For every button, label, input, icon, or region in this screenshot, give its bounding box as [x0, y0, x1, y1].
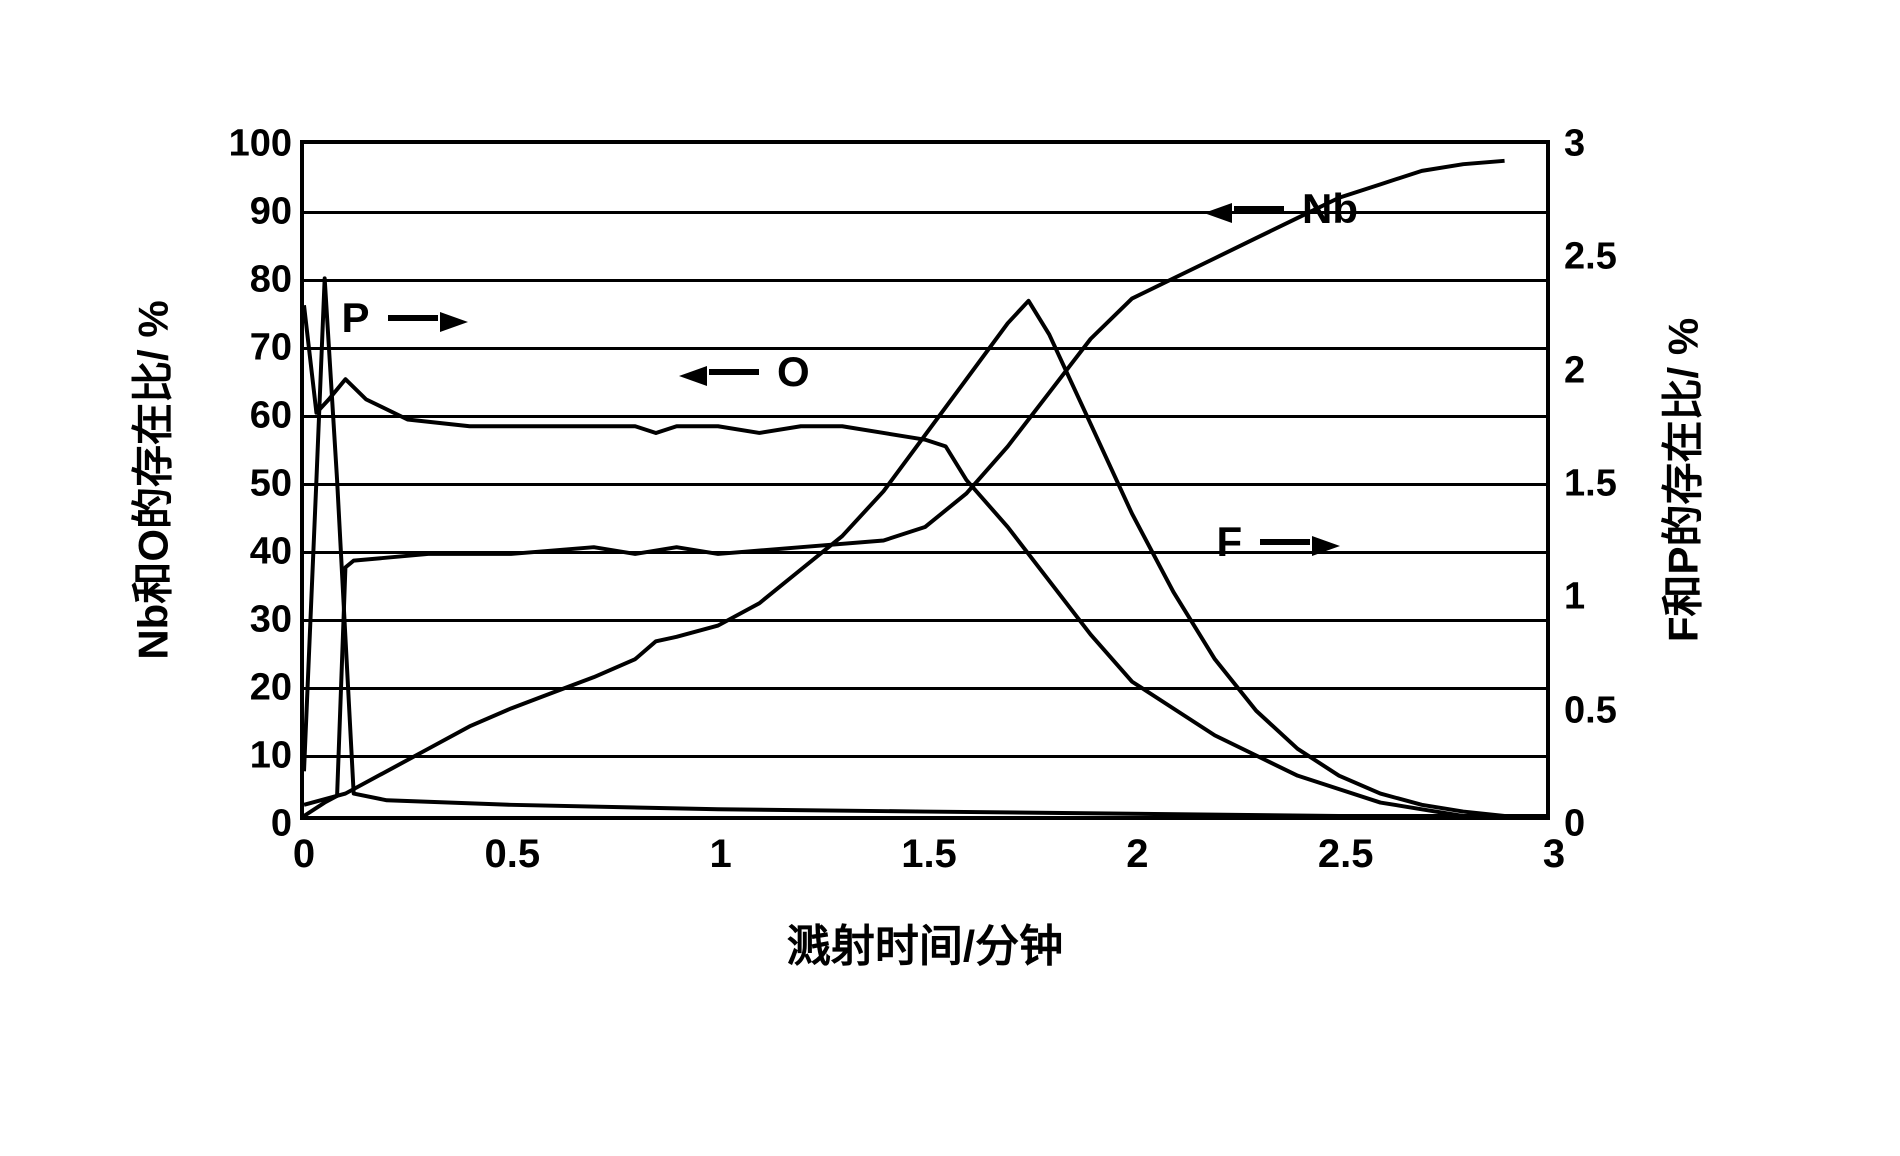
gridline [304, 687, 1546, 690]
y-left-tick-label: 60 [250, 395, 304, 438]
depth-profile-chart: Nb和O的存在比/ % F和P的存在比/ % 溅射时间/分钟 010203040… [180, 120, 1720, 1040]
series-P [304, 278, 1546, 816]
series-label-O: O [679, 348, 810, 396]
plot-area: 010203040506070809010000.511.522.5300.51… [300, 140, 1550, 820]
x-tick-label: 1.5 [901, 816, 957, 877]
y-left-tick-label: 20 [250, 667, 304, 710]
y-left-tick-label: 40 [250, 531, 304, 574]
y-left-tick-label: 10 [250, 735, 304, 778]
x-tick-label: 2.5 [1318, 816, 1374, 877]
x-tick-label: 0 [293, 816, 315, 877]
gridline [304, 347, 1546, 350]
y-right-tick-label: 2.5 [1546, 236, 1617, 279]
x-tick-label: 1 [710, 816, 732, 877]
y-left-tick-label: 50 [250, 463, 304, 506]
series-label-F: F [1217, 518, 1341, 566]
chart-curves [304, 144, 1546, 816]
y-right-tick-label: 1.5 [1546, 463, 1617, 506]
y-right-tick-label: 1 [1546, 576, 1585, 619]
y-axis-left-label: Nb和O的存在比/ % [120, 300, 181, 659]
gridline [304, 619, 1546, 622]
y-right-tick-label: 0.5 [1546, 689, 1617, 732]
gridline [304, 755, 1546, 758]
x-axis-label: 溅射时间/分钟 [787, 910, 1063, 974]
x-tick-label: 0.5 [485, 816, 541, 877]
gridline [304, 211, 1546, 214]
gridline [304, 551, 1546, 554]
series-label-Nb: Nb [1204, 185, 1358, 233]
x-tick-label: 3 [1543, 816, 1565, 877]
gridline [304, 279, 1546, 282]
series-label-P: P [342, 294, 468, 342]
y-left-tick-label: 90 [250, 191, 304, 234]
y-left-tick-label: 70 [250, 327, 304, 370]
y-right-tick-label: 3 [1546, 123, 1585, 166]
y-right-tick-label: 2 [1546, 349, 1585, 392]
y-axis-right-label: F和P的存在比/ % [1650, 318, 1711, 642]
gridline [304, 483, 1546, 486]
gridline [304, 415, 1546, 418]
y-left-tick-label: 30 [250, 599, 304, 642]
x-tick-label: 2 [1126, 816, 1148, 877]
y-left-tick-label: 80 [250, 259, 304, 302]
y-left-tick-label: 100 [229, 123, 304, 166]
series-Nb [304, 161, 1505, 816]
